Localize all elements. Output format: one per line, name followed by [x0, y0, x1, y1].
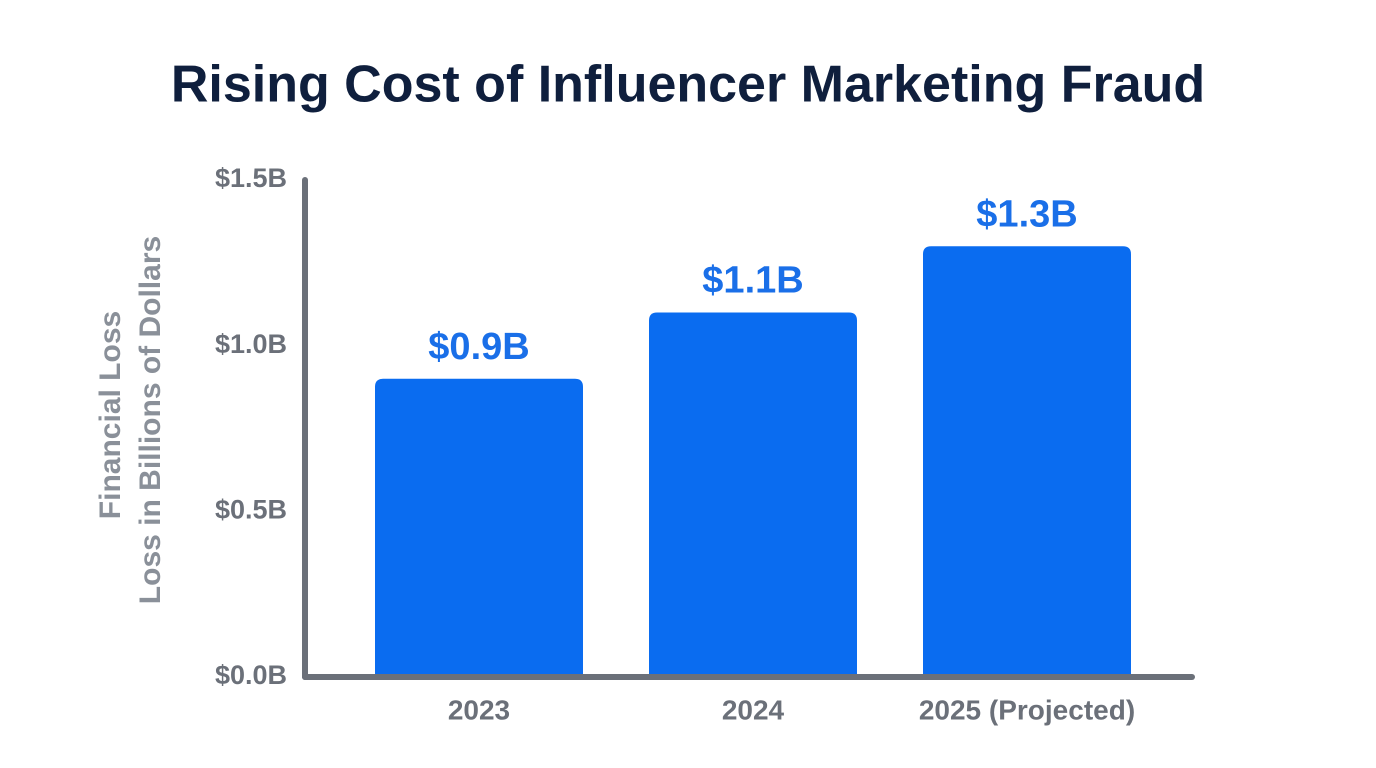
data-label: $0.9B — [428, 326, 529, 368]
x-tick-label: 2023 — [448, 694, 510, 725]
y-tick-label: $1.5B — [215, 163, 287, 193]
y-tick-label: $1.0B — [215, 329, 287, 359]
bar — [923, 246, 1131, 677]
chart-title: Rising Cost of Influencer Marketing Frau… — [171, 56, 1205, 114]
y-axis-label: Loss in Billions of Dollars — [134, 236, 167, 604]
bar — [649, 312, 857, 677]
data-label: $1.3B — [976, 193, 1077, 235]
bar — [375, 378, 583, 677]
y-tick-label: $0.5B — [215, 494, 287, 524]
y-tick-label: $0.0B — [215, 660, 287, 690]
x-tick-label: 2024 — [722, 694, 785, 725]
y-axis-label: Financial Loss — [94, 311, 127, 519]
x-tick-label: 2025 (Projected) — [919, 694, 1135, 725]
data-label: $1.1B — [702, 260, 803, 302]
